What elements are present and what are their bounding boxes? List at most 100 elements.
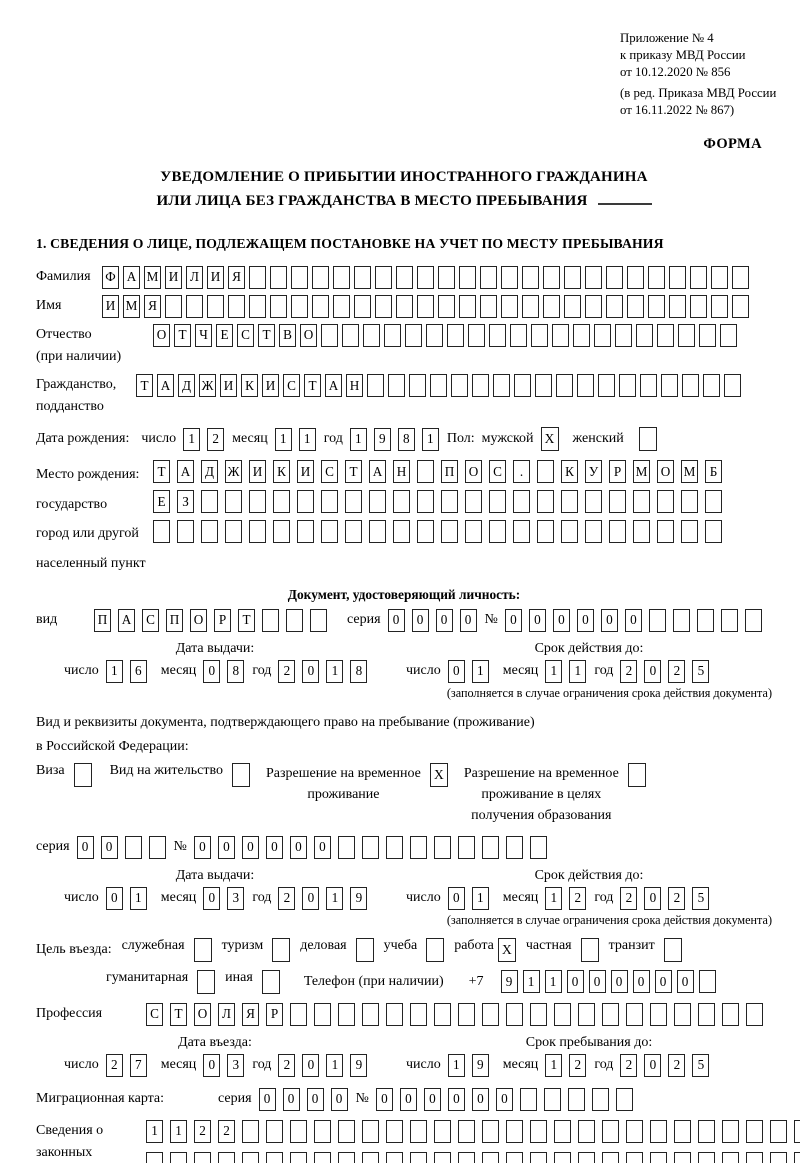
form-cell [744, 608, 762, 632]
form-cell [537, 520, 554, 544]
temp-residence-line1: Разрешение на временное [265, 765, 421, 781]
form-cell [770, 1151, 787, 1163]
day-label: число [141, 431, 177, 447]
form-cell [530, 1119, 547, 1143]
form-cell [354, 294, 371, 318]
form-cell: 2 [569, 886, 587, 910]
purpose-humanitarian: гуманитарная [106, 969, 216, 994]
form-cell [602, 1002, 619, 1026]
form-cell [627, 294, 644, 318]
form-cell [482, 1002, 499, 1026]
form-cell [554, 1002, 571, 1026]
form-cell: И [102, 294, 119, 318]
form-cell [506, 1119, 523, 1143]
form-cell [606, 265, 623, 289]
form-cell [633, 490, 650, 514]
form-cell: Е [153, 490, 170, 514]
form-cell [207, 294, 224, 318]
temp-residence-edu-checkbox [627, 762, 646, 787]
residence-valid-heading: Срок действия до: [534, 867, 644, 883]
form-cell: 0 [676, 970, 694, 994]
form-cell: А [369, 460, 386, 484]
purpose-business-label: деловая [300, 937, 347, 953]
form-cell: И [297, 460, 314, 484]
birth-place-label-2: государство [36, 496, 108, 512]
form-cell [489, 520, 506, 544]
form-cell: Б [705, 460, 722, 484]
form-cell [794, 1119, 800, 1143]
form-cell: Ч [195, 323, 212, 347]
form-cell: 2 [278, 886, 296, 910]
form-cell [242, 1151, 259, 1163]
form-cell [681, 520, 698, 544]
purpose-study-checkbox [426, 937, 445, 962]
form-cell: 0 [447, 1087, 465, 1111]
form-cell [312, 294, 329, 318]
birth-place-label-4: населенный пункт [36, 555, 146, 571]
form-cell: А [157, 374, 174, 398]
form-cell: 1 [170, 1119, 187, 1143]
form-cell: К [241, 374, 258, 398]
form-cell: Т [174, 323, 191, 347]
form-title: УВЕДОМЛЕНИЕ О ПРИБЫТИИ ИНОСТРАННОГО ГРАЖ… [36, 166, 772, 213]
form-cell: 0 [411, 608, 429, 632]
day-label: число [64, 663, 99, 679]
form-cell [124, 835, 142, 859]
form-cell [310, 608, 327, 632]
header-line-2: к приказу МВД России [620, 47, 746, 62]
form-cell [578, 1151, 595, 1163]
number-label: № [173, 839, 187, 855]
form-cell [636, 323, 653, 347]
form-cell: 1 [129, 886, 147, 910]
form-cell: 0 [282, 1087, 300, 1111]
doc-number-label: № [484, 612, 498, 628]
purpose-study: учеба [384, 937, 445, 962]
residence-permit-label: Вид на жительство [109, 762, 223, 778]
form-cell [290, 1119, 307, 1143]
form-cell [459, 265, 476, 289]
form-cell: 0 [528, 608, 546, 632]
form-cell [286, 608, 303, 632]
form-cell: 2 [668, 659, 686, 683]
temp-residence-checkbox: X [429, 762, 448, 787]
form-cell: 2 [278, 1053, 296, 1077]
form-cell: 0 [588, 970, 606, 994]
name-label: Имя [36, 298, 62, 314]
phone-label: Телефон (при наличии) [303, 973, 444, 989]
form-cell [405, 323, 422, 347]
birth-place-cells-row3 [153, 520, 722, 544]
form-cell [732, 265, 749, 289]
purpose-row-1: Цель въезда: служебная туризм деловая уч… [36, 937, 772, 962]
form-cell: П [94, 608, 111, 632]
form-cell: И [262, 374, 279, 398]
form-cell [674, 1151, 691, 1163]
month-label: месяц [502, 1057, 539, 1073]
form-cell [514, 374, 531, 398]
form-cell [417, 294, 434, 318]
form-cell [537, 490, 554, 514]
form-cell: П [166, 608, 183, 632]
day-label: число [406, 1057, 441, 1073]
form-cell: И [207, 265, 224, 289]
form-cell: 0 [435, 608, 453, 632]
form-cell [489, 490, 506, 514]
form-cell [585, 265, 602, 289]
form-cell [732, 294, 749, 318]
form-cell: 2 [207, 427, 225, 451]
residence-permit-checkbox [231, 762, 250, 787]
form-cell: 0 [105, 886, 123, 910]
form-cell [703, 374, 720, 398]
form-cell [681, 490, 698, 514]
